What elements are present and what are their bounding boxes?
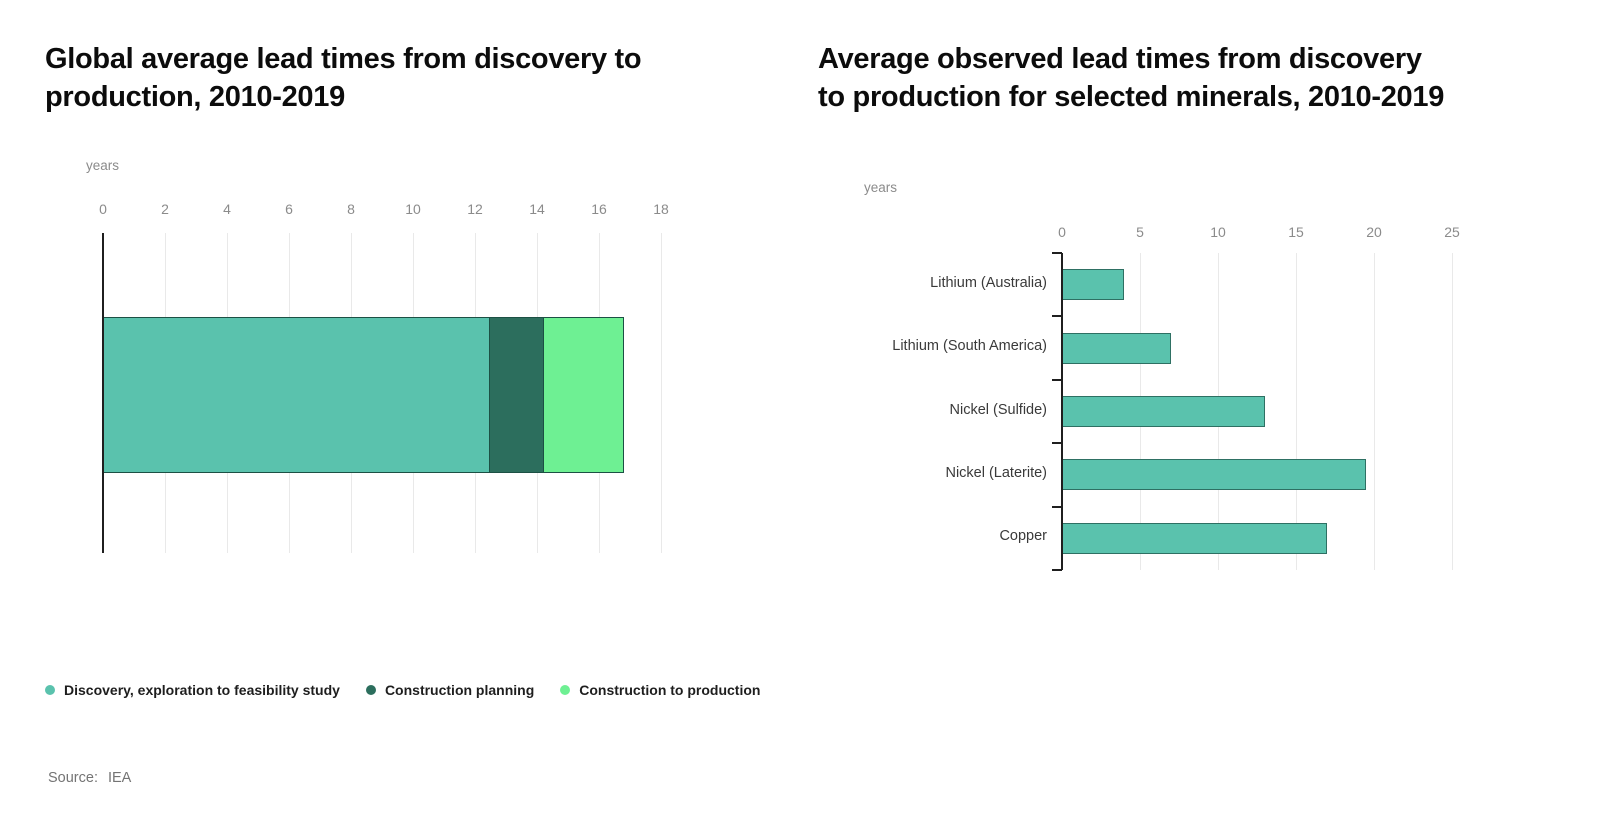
chart2-x-tick-label: 15 [1288,224,1304,240]
legend-label: Discovery, exploration to feasibility st… [64,682,340,698]
source-label: Source: [48,770,98,786]
chart1-gridline [661,233,662,553]
source-value: IEA [107,770,132,786]
chart2-x-tick-label: 20 [1366,224,1382,240]
chart1-x-tick-label: 8 [347,201,355,217]
chart1-bar-segment [103,317,491,473]
chart1-x-tick-label: 10 [405,201,421,217]
legend-label: Construction planning [384,682,535,698]
chart2-gridline [1374,253,1375,570]
chart2-gridline [1452,253,1453,570]
chart1-x-tick-label: 14 [529,201,545,217]
chart2-title: Average observed lead times from discove… [818,40,1578,116]
chart2-y-axis-line [1061,253,1063,570]
chart1-x-tick-label: 2 [161,201,169,217]
chart2-gridline [1296,253,1297,570]
chart2-x-tick-label: 0 [1058,224,1066,240]
legend-dot-icon [560,685,571,695]
chart2-title-line2: to production for selected minerals, 201… [818,81,1445,113]
chart2-category-label: Lithium (Australia) [930,274,1047,291]
chart1-x-tick-label: 16 [591,201,607,217]
chart2-x-tick-label: 10 [1210,224,1226,240]
chart1-x-tick-label: 0 [99,201,107,217]
chart2-category-label: Nickel (Laterite) [945,464,1047,481]
legend-item: Construction planning [365,682,535,698]
chart2-axis-tick [1052,378,1062,381]
source-note: Source: IEA [48,770,131,786]
chart1-bar-segment [489,317,545,473]
chart1-bar-segment [543,317,624,473]
chart2-bar [1062,459,1367,491]
chart1-y-axis-line [102,233,104,553]
chart2-category-label: Copper [999,528,1047,545]
chart2-x-tick-label: 25 [1444,224,1460,240]
chart2-unit-label: years [864,180,898,195]
chart1-legend: Discovery, exploration to feasibility st… [45,682,760,698]
chart2-bar [1062,269,1125,301]
chart1-title-line1: Global average lead times from discovery… [45,43,642,75]
chart1-title-line2: production, 2010-2019 [45,81,345,113]
chart1-x-tick-label: 4 [223,201,231,217]
chart1-title: Global average lead times from discovery… [45,40,765,116]
chart2-axis-tick [1052,569,1062,571]
legend-item: Discovery, exploration to feasibility st… [45,682,340,698]
chart2-category-label: Nickel (Sulfide) [949,401,1048,418]
chart1-x-tick-label: 12 [467,201,483,217]
chart1-unit-label: years [86,158,120,173]
legend-label: Construction to production [579,682,761,698]
chart2-title-line1: Average observed lead times from discove… [818,43,1422,75]
chart2-axis-tick [1052,315,1062,318]
legend-dot-icon [365,685,376,695]
chart1-x-tick-label: 18 [653,201,669,217]
chart2-x-tick-label: 5 [1136,224,1144,240]
chart2-axis-tick [1052,252,1062,254]
chart2-bar [1062,396,1265,427]
chart1-plot-area: 0 2 4 6 8 10 12 14 16 18 [99,201,669,553]
chart2-plot-area: 0 5 10 15 20 25 Lithium (Australia) Lithium (So… [892,224,1460,571]
chart1-x-tick-label: 6 [285,201,293,217]
legend-dot-icon [45,685,55,695]
chart2-axis-tick [1052,505,1062,508]
chart2-axis-tick [1052,442,1062,445]
legend-item: Construction to production [560,682,760,698]
chart2-category-label: Lithium (South America) [892,338,1047,355]
chart1-stacked-bar [103,317,624,473]
chart2-bar [1062,332,1172,364]
chart2-bar [1062,522,1328,554]
